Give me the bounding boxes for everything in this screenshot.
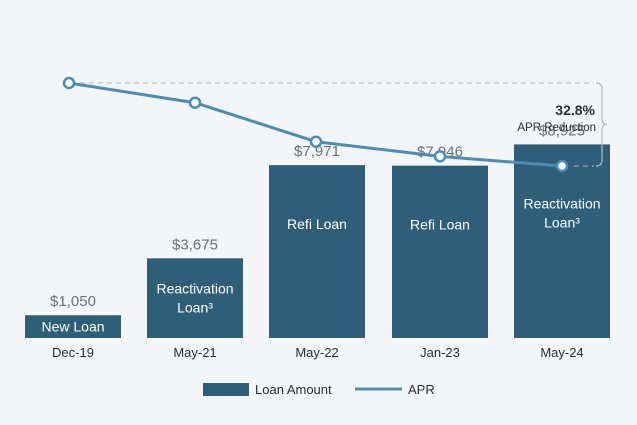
apr-line-layer	[62, 76, 569, 173]
bar-value-label: $7,971	[294, 143, 340, 160]
bar-name-label: Refi Loan	[410, 217, 470, 233]
bar-name-label: Refi Loan	[287, 216, 347, 232]
bar-name-label: Reactivation	[156, 281, 233, 297]
legend: Loan Amount APR	[203, 382, 435, 397]
legend-swatch-bar	[203, 383, 249, 396]
bar-value-label: $3,675	[172, 236, 218, 253]
bar-name-label: Loan³	[544, 214, 580, 230]
bar-name-label: Loan³	[177, 300, 213, 316]
apr-point	[309, 135, 323, 148]
apr-point	[433, 150, 447, 163]
apr-point	[188, 96, 202, 109]
bar-name-label: New Loan	[41, 319, 104, 335]
bar-dec-19	[25, 315, 121, 338]
legend-label-line: APR	[408, 382, 435, 397]
x-tick-label: Jan-23	[420, 345, 460, 360]
bar-may-22	[269, 165, 365, 338]
bar-value-label: $1,050	[50, 293, 96, 310]
x-tick-label: Dec-19	[52, 345, 94, 360]
legend-label-bar: Loan Amount	[255, 382, 332, 397]
bar-may-21	[147, 258, 243, 338]
reduction-bracket	[595, 82, 608, 167]
annotation-layer: 32.8% APR Reduction	[80, 82, 608, 167]
annotation-value: 32.8%	[555, 102, 595, 118]
x-tick-label: May-24	[540, 345, 583, 360]
bar-may-24	[514, 144, 610, 338]
x-tick-label: May-21	[173, 345, 216, 360]
x-tick-label: May-22	[295, 345, 338, 360]
bar-jan-23	[392, 165, 488, 338]
apr-point	[62, 76, 76, 90]
bar-value-label: $8,925	[539, 122, 585, 139]
annotation-label: APR Reduction	[517, 122, 596, 134]
bars-layer: $1,050 New Loan Dec-19 $3,675 Reactivation Lo…	[25, 122, 610, 360]
bar-name-label: Reactivation	[523, 195, 600, 211]
apr-point	[555, 159, 569, 173]
